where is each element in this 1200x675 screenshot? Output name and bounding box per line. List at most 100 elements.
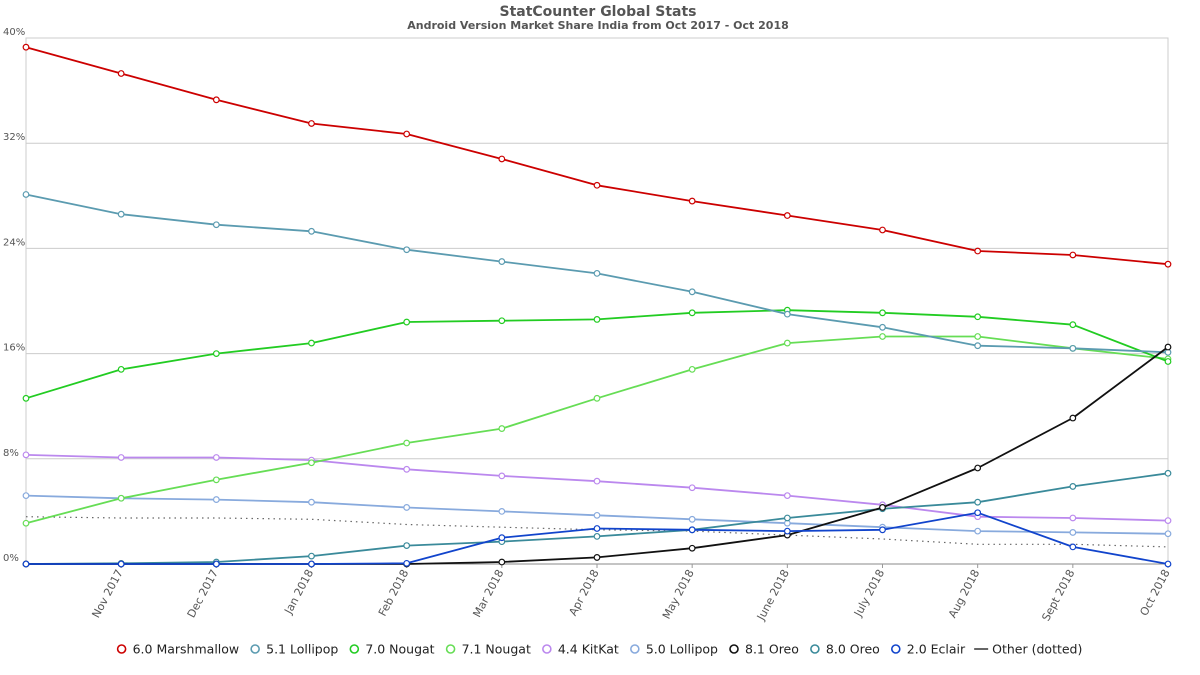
y-tick-label: 40%: [3, 27, 25, 38]
x-axis-ticks: Nov 2017 Dec 2017 Jan 2018 Feb 2018 Mar 2018…: [89, 567, 1172, 623]
data-point: [403, 318, 411, 326]
data-point: [117, 454, 125, 461]
data-point: [1164, 343, 1172, 351]
data-point: [783, 514, 791, 522]
legend-item[interactable]: 8.1 Oreo: [729, 642, 799, 657]
legend-label: 7.1 Nougat: [462, 642, 531, 657]
data-point: [688, 197, 696, 205]
legend-item[interactable]: 8.0 Oreo: [810, 642, 880, 657]
x-tick-label: Mar 2018: [470, 567, 506, 619]
x-tick-label: Dec 2017: [185, 567, 221, 620]
data-point: [783, 492, 791, 500]
x-tick-label: Nov 2017: [89, 567, 125, 620]
legend-label: 5.1 Lollipop: [266, 642, 338, 657]
data-point: [212, 496, 220, 503]
data-point: [1164, 560, 1172, 568]
legend-item[interactable]: 7.0 Nougat: [349, 642, 435, 657]
legend-swatch: [250, 644, 260, 654]
legend-item[interactable]: 5.0 Lollipop: [630, 642, 718, 657]
x-tick-label: July 2018: [851, 567, 887, 619]
data-point: [1164, 358, 1172, 365]
data-point: [308, 339, 315, 347]
data-point: [117, 365, 125, 373]
data-point: [1164, 517, 1172, 525]
data-point: [117, 494, 125, 502]
legend-label: 4.4 KitKat: [558, 642, 619, 657]
data-point: [22, 451, 30, 459]
x-tick-label: Jan 2018: [281, 567, 316, 617]
data-point: [688, 309, 696, 317]
data-point: [117, 70, 125, 77]
data-point: [1164, 260, 1172, 268]
data-point: [308, 552, 315, 560]
legend-item[interactable]: 7.1 Nougat: [445, 642, 531, 657]
data-point: [22, 394, 30, 402]
legend-item[interactable]: 5.1 Lollipop: [250, 642, 338, 657]
data-point: [308, 459, 315, 467]
legend-label: Other (dotted): [992, 642, 1082, 657]
data-point: [593, 316, 601, 323]
data-point: [22, 492, 30, 500]
y-axis-ticks: 0% 8% 16% 24% 32% 40%: [3, 27, 25, 564]
data-point: [879, 323, 886, 331]
data-point: [1069, 344, 1077, 352]
data-point: [974, 464, 982, 472]
data-point: [974, 509, 982, 517]
data-point: [212, 560, 220, 568]
data-point: [1069, 514, 1077, 522]
data-point: [403, 542, 411, 549]
legend-item[interactable]: 2.0 Eclair: [890, 642, 966, 657]
data-point: [403, 504, 411, 511]
series-lines: [22, 43, 1172, 568]
data-point: [498, 558, 506, 566]
data-point: [498, 508, 506, 515]
data-point: [212, 454, 220, 461]
data-point: [498, 534, 506, 542]
data-point: [688, 526, 696, 534]
data-point: [593, 511, 601, 519]
x-tick-label: Aug 2018: [946, 567, 982, 620]
data-point: [212, 476, 220, 484]
data-point: [1069, 321, 1077, 329]
legend-label: 8.1 Oreo: [745, 642, 799, 657]
chart-subtitle: Android Version Market Share India from …: [407, 19, 789, 32]
data-point: [22, 560, 30, 568]
y-tick-label: 32%: [3, 132, 25, 143]
chart-title: StatCounter Global Stats: [499, 4, 696, 20]
legend-swatch: [630, 644, 640, 654]
legend-item[interactable]: 6.0 Marshmallow: [116, 642, 240, 657]
x-tick-label: May 2018: [660, 567, 697, 621]
data-point: [593, 554, 601, 561]
data-point: [783, 339, 791, 347]
data-point: [783, 310, 791, 318]
y-tick-label: 0%: [3, 553, 19, 564]
legend-item[interactable]: Other (dotted): [974, 642, 1082, 657]
data-point: [1069, 414, 1077, 422]
legend-label: 6.0 Marshmallow: [133, 642, 240, 657]
data-point: [403, 439, 411, 447]
data-point: [688, 544, 696, 552]
legend-item[interactable]: 4.4 KitKat: [542, 642, 619, 657]
data-point: [1069, 251, 1077, 259]
legend-swatch: [542, 644, 552, 654]
data-point: [1069, 543, 1077, 551]
data-point: [974, 313, 982, 321]
data-point: [593, 269, 601, 277]
legend: 6.0 Marshmallow 5.1 Lollipop 7.0 Nougat 7.1…: [116, 642, 1082, 657]
data-point: [498, 155, 506, 163]
y-tick-label: 24%: [3, 237, 25, 248]
data-point: [403, 559, 411, 567]
data-point: [879, 333, 886, 340]
data-point: [498, 317, 506, 325]
data-point: [688, 484, 696, 492]
data-point: [1069, 529, 1077, 536]
x-tick-label: June 2018: [754, 567, 792, 623]
data-point: [879, 526, 886, 534]
legend-swatch: [729, 644, 739, 654]
x-tick-label: Oct 2018: [1137, 567, 1172, 618]
legend-swatch: [349, 644, 360, 654]
data-point: [974, 247, 982, 255]
data-point: [498, 425, 506, 432]
data-point: [593, 477, 601, 485]
